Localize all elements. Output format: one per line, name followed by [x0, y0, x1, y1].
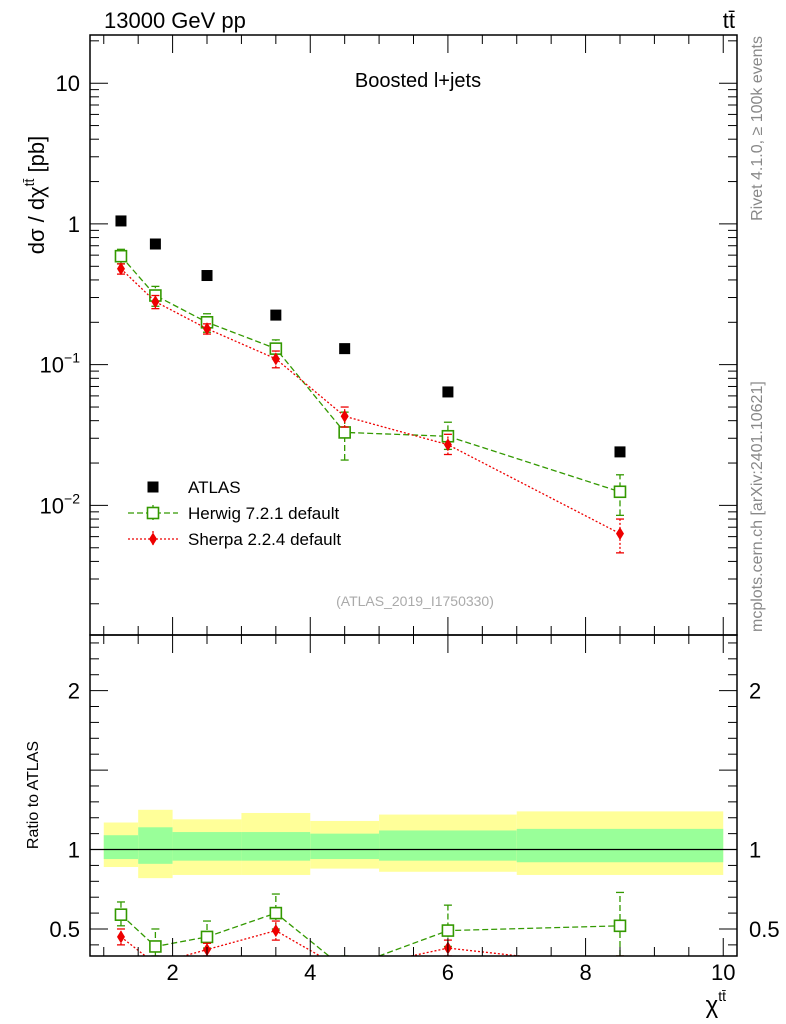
- rivet-label: Rivet 4.1.0, ≥ 100k events: [749, 36, 766, 221]
- x-tick-label: 6: [442, 960, 454, 985]
- x-axis-label-main: χ: [706, 992, 719, 1019]
- ratio-herwig-series: [114, 891, 627, 974]
- ratio-herwig-point: [114, 908, 128, 921]
- sherpa-point: [116, 262, 125, 276]
- mcplots-label: mcplots.cern.ch [arXiv:2401.10621]: [749, 381, 766, 632]
- ratio-y-axis: 0.5 0.5 1 1 2 2: [49, 642, 780, 946]
- ratio-sherpa-point: [341, 964, 349, 977]
- y-axis-label-unit: [pb]: [24, 136, 49, 173]
- main-y-tick-label-base: 10: [56, 71, 80, 96]
- herwig-point: [613, 485, 627, 499]
- legend: ATLAS Herwig 7.2.1 default Sherpa 2.2.4 de…: [128, 478, 341, 549]
- ratio-herwig-point: [441, 924, 455, 937]
- atlas-data-point: [614, 446, 626, 458]
- ratio-herwig-point: [269, 906, 283, 920]
- ratio-band-inner: [379, 830, 517, 861]
- sherpa-point: [151, 295, 160, 309]
- ratio-y-tick-label-right: 1: [749, 838, 761, 863]
- x-tick-label: 4: [304, 960, 316, 985]
- atlas-data-point: [115, 215, 127, 227]
- sherpa-point: [340, 409, 349, 423]
- x-axis-label-sup: tt̄: [718, 988, 726, 1004]
- main-y-tick-label: 10: [56, 71, 80, 96]
- legend-marker: [149, 532, 157, 546]
- x-tick-label: 2: [166, 960, 178, 985]
- ratio-y-tick-label-left: 0.5: [49, 917, 80, 942]
- ratio-herwig-line: [120, 912, 621, 956]
- legend-entry-label: Sherpa 2.2.4 default: [188, 530, 341, 549]
- ratio-herwig-point: [200, 930, 214, 944]
- atlas-data-point: [201, 270, 213, 282]
- ratio-band-inner: [172, 832, 242, 861]
- ratio-sherpa-point: [616, 961, 624, 974]
- ratio-band-inner: [241, 832, 311, 861]
- legend-entry-label: Herwig 7.2.1 default: [188, 504, 339, 523]
- y-axis-label-sup: tt̄: [21, 178, 37, 186]
- main-y-tick-label: 1: [68, 212, 80, 237]
- ratio-y-tick-label-left: 1: [68, 838, 80, 863]
- ratio-y-tick-label-right: 0.5: [749, 917, 780, 942]
- sherpa-point: [443, 438, 452, 452]
- ratio-plot-frame: [89, 634, 738, 957]
- sherpa-series: [116, 262, 624, 554]
- atlas-data-series: [115, 215, 626, 458]
- ratio-herwig-point: [613, 919, 627, 933]
- ratio-band-inner: [310, 833, 380, 860]
- main-y-tick-label-exp: −1: [64, 350, 80, 366]
- chart-title: Boosted l+jets: [355, 70, 481, 92]
- main-y-tick-label-base: 1: [68, 212, 80, 237]
- main-y-tick-label: 10−2: [40, 490, 81, 518]
- legend-marker: [147, 481, 159, 493]
- sherpa-point: [203, 322, 212, 336]
- ratio-sherpa-point: [271, 924, 280, 938]
- atlas-data-point: [339, 343, 351, 355]
- analysis-id: (ATLAS_2019_I1750330): [336, 593, 494, 609]
- ratio-y-axis-label: Ratio to ATLAS: [25, 741, 42, 849]
- x-axis: 2 4 6 8 10: [103, 35, 735, 985]
- main-y-tick-label-exp: −2: [64, 490, 80, 506]
- ratio-y-tick-label-right: 2: [749, 679, 761, 704]
- ratio-band-inner: [103, 835, 139, 860]
- x-tick-label: 8: [579, 960, 591, 985]
- y-axis-label-main: dσ / dχ: [24, 186, 49, 254]
- legend-entry-label: ATLAS: [188, 478, 241, 497]
- herwig-series: [114, 248, 627, 516]
- ratio-band-inner: [138, 827, 173, 864]
- herwig-point: [114, 249, 128, 263]
- atlas-data-point: [270, 309, 282, 321]
- atlas-data-point: [149, 238, 161, 250]
- ratio-sherpa-line: [120, 929, 526, 956]
- legend-marker: [146, 506, 160, 520]
- x-axis-label: χtt̄: [706, 988, 726, 1019]
- energy-label: 13000 GeV pp: [104, 8, 246, 33]
- x-tick-label: 10: [711, 960, 735, 985]
- ratio-sherpa-series: [116, 920, 624, 977]
- herwig-line: [120, 255, 621, 493]
- ratio-y-tick-label-left: 2: [68, 679, 80, 704]
- process-label: tt̄: [723, 8, 735, 33]
- ratio-herwig-point: [149, 940, 162, 953]
- ratio-uncertainty-bands: [103, 809, 724, 879]
- sherpa-point: [615, 527, 624, 541]
- main-y-tick-label: 10−1: [40, 350, 81, 378]
- herwig-point: [338, 426, 351, 439]
- sherpa-point: [271, 352, 280, 366]
- ratio-sherpa-point: [116, 930, 125, 944]
- main-y-tick-label-base: 10: [40, 353, 64, 378]
- ratio-sherpa-point: [151, 957, 159, 970]
- atlas-data-point: [442, 386, 454, 398]
- y-axis-label: dσ / dχtt̄ [pb]: [21, 136, 49, 255]
- main-y-tick-label-base: 10: [40, 493, 64, 518]
- ratio-herwig-point: [339, 963, 350, 974]
- svg-text:dσ / dχtt̄ [pb]: dσ / dχtt̄ [pb]: [21, 136, 49, 255]
- ratio-band-inner: [516, 828, 724, 863]
